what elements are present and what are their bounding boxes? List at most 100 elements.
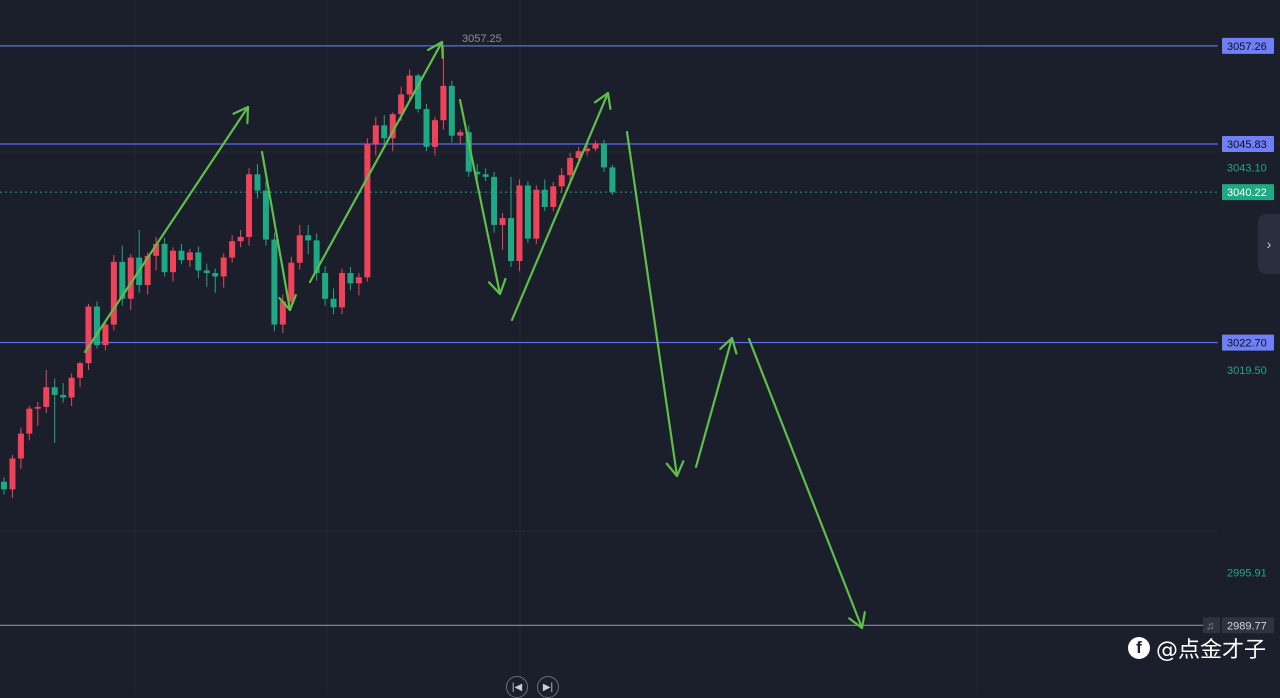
trend-arrow-head-1 [278, 294, 297, 312]
candle-body-64 [541, 189, 548, 207]
candle-body-49 [415, 75, 422, 110]
candle-body-30 [254, 174, 261, 191]
level-tag-2-box [1222, 334, 1274, 351]
candle-body-1 [9, 458, 16, 490]
skip-forward-button[interactable]: ▶| [537, 676, 559, 698]
skip-forward-icon: ▶| [542, 681, 554, 693]
trend-arrow-5 [625, 130, 679, 478]
candle-body-15 [127, 257, 134, 299]
candle-body-27 [229, 241, 236, 258]
candle-body-3 [26, 408, 33, 434]
level-tag-3-box [1222, 617, 1274, 634]
candle-body-69 [584, 148, 591, 152]
price-axis: 3057.26 3045.83 3022.70 2989.77 3040.22 3043.… [1203, 0, 1280, 692]
candle-body-24 [203, 270, 210, 274]
candle-body-44 [372, 125, 379, 145]
candle-body-47 [398, 94, 405, 115]
horizontal-levels [0, 45, 1218, 626]
level-tag-3-label: 2989.77 [1227, 620, 1267, 632]
candle-body-48 [406, 75, 413, 95]
candle-body-65 [550, 186, 557, 207]
candle-body-10 [85, 306, 92, 364]
candle-body-57 [482, 174, 489, 177]
chart-grid [0, 0, 1218, 692]
axis-label-0-label: 3043.10 [1227, 162, 1267, 174]
candle-body-36 [305, 235, 312, 241]
candle-body-4 [34, 406, 41, 409]
level-tag-2-label: 3022.70 [1227, 338, 1267, 350]
candle-body-71 [600, 143, 607, 168]
candle-body-6 [51, 387, 58, 395]
trend-arrow-head-2 [426, 40, 444, 60]
candle-body-41 [347, 273, 354, 284]
candle-body-46 [389, 114, 396, 139]
trend-arrows [83, 40, 866, 630]
candle-body-56 [474, 171, 481, 175]
trend-arrow-head-0 [232, 105, 250, 125]
candle-body-18 [153, 243, 160, 256]
trend-arrow-head-5 [665, 460, 685, 478]
trend-arrow-3 [458, 98, 502, 296]
candle-body-26 [220, 257, 227, 277]
last-price-tag-box [1222, 184, 1274, 201]
level-tag-1-label: 3045.83 [1227, 139, 1267, 151]
candle-body-8 [68, 377, 75, 398]
candle-body-14 [119, 261, 126, 299]
watermark-text: @点金才子 [1155, 638, 1266, 663]
candle-body-37 [313, 240, 320, 274]
candle-body-13 [110, 261, 117, 325]
candle-body-40 [339, 273, 345, 308]
skip-back-button[interactable]: |◀ [506, 676, 528, 698]
high-price-marker: 3057.25 [462, 33, 502, 45]
chevron-right-icon: › [1266, 236, 1272, 252]
candle-body-42 [355, 277, 362, 284]
side-panel-toggle[interactable]: › [1258, 214, 1280, 274]
bell-icon [1203, 617, 1220, 634]
candle-body-62 [524, 185, 531, 239]
candle-body-38 [322, 273, 329, 299]
candle-body-19 [161, 243, 168, 273]
candle-body-58 [491, 176, 498, 225]
candle-body-55 [465, 132, 472, 172]
trend-arrow-head-6 [719, 336, 738, 355]
candle-body-2 [17, 433, 24, 459]
axis-label-1-label: 3019.50 [1227, 365, 1267, 377]
trend-arrow-head-4 [593, 91, 612, 110]
candle-body-12 [102, 324, 109, 346]
candle-body-17 [144, 255, 151, 286]
candle-body-60 [508, 218, 514, 262]
candle-body-66 [558, 175, 565, 187]
watermark: f @点金才子 [1127, 632, 1266, 664]
candle-body-53 [448, 85, 455, 136]
candle-body-31 [262, 190, 269, 240]
facebook-icon: f [1127, 637, 1150, 659]
bell-icon-glyph: ♫ [1206, 620, 1214, 632]
trend-arrow-4 [510, 91, 610, 322]
candle-body-32 [271, 239, 278, 325]
trend-arrow-2 [308, 40, 444, 284]
candle-body-25 [212, 273, 219, 277]
candle-body-39 [330, 298, 337, 308]
candle-body-63 [533, 189, 540, 239]
last-price-tag-label: 3040.22 [1227, 187, 1267, 199]
axis-label-2-label: 2995.91 [1227, 568, 1267, 580]
candle-body-33 [279, 301, 286, 325]
candles [1, 45, 616, 498]
candle-body-45 [381, 125, 388, 139]
candle-body-61 [516, 185, 523, 262]
candle-body-20 [170, 250, 176, 273]
skip-back-icon: |◀ [511, 681, 523, 693]
candle-body-68 [575, 151, 582, 158]
candle-body-50 [423, 109, 430, 147]
candle-body-22 [186, 252, 193, 261]
candle-body-7 [60, 394, 67, 398]
candle-body-35 [296, 235, 303, 263]
candle-body-67 [567, 157, 574, 176]
trend-arrow-1 [260, 150, 292, 312]
candle-body-52 [440, 85, 447, 121]
level-tag-0-label: 3057.26 [1227, 41, 1267, 53]
candle-body-51 [431, 120, 438, 147]
level-tag-0-box [1222, 37, 1274, 54]
candle-body-29 [246, 174, 253, 237]
